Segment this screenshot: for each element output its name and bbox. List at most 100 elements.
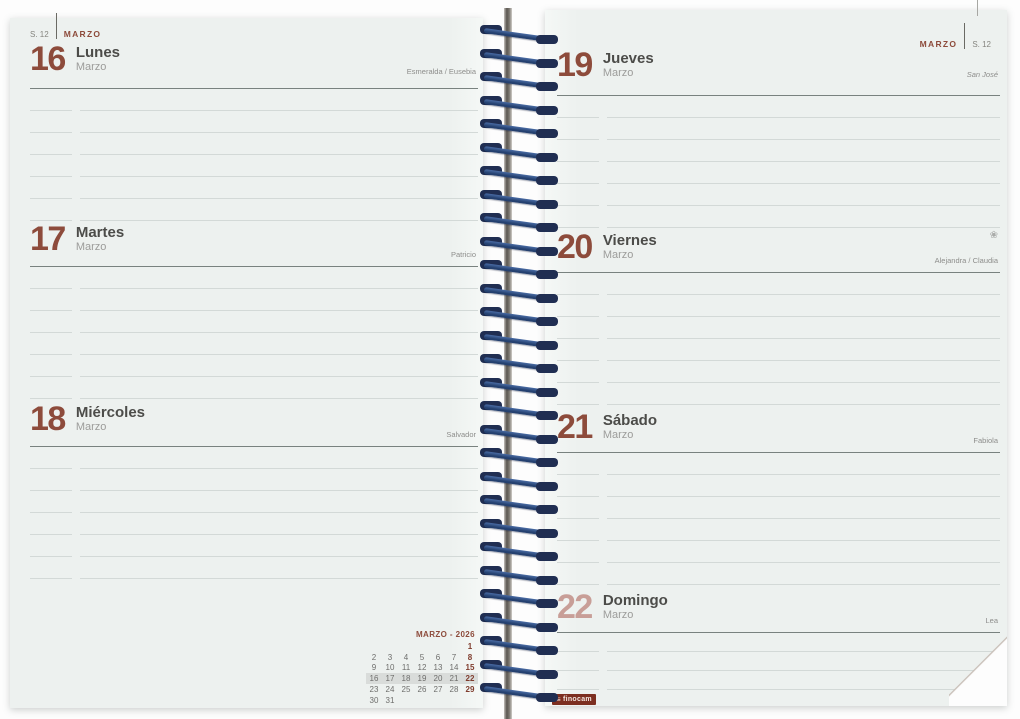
day-header: 22 Domingo Marzo Lea (557, 590, 1000, 633)
day-name: Domingo (602, 592, 668, 609)
ruled-line-main (607, 95, 1000, 118)
spiral-loop (480, 260, 558, 280)
mini-calendar-week: 16 17 18 19 20 21 22 (366, 673, 478, 685)
ruled-line (557, 453, 1000, 475)
mini-calendar-day: 4 (403, 652, 409, 662)
mini-calendar-day: 12 (417, 663, 427, 673)
spiral-loop (480, 636, 558, 656)
day-section-21: 21 Sábado Marzo Fabiola (557, 410, 1000, 585)
mini-calendar-day: 23 (369, 685, 379, 695)
ruled-line-main (607, 360, 1000, 383)
ruled-line-main (607, 338, 1000, 361)
ruled-line (30, 355, 478, 377)
ruled-line (30, 377, 478, 399)
spiral-wire-end (536, 599, 558, 608)
ruled-line-stub (30, 332, 72, 355)
ruled-line-stub (557, 338, 599, 361)
spiral-wire-end (536, 82, 558, 91)
ruled-line (557, 184, 1000, 206)
ruled-line-main (80, 490, 478, 513)
ruled-line (557, 541, 1000, 563)
ruled-line (557, 317, 1000, 339)
spiral-loop (480, 565, 558, 586)
spiral-wire-end (536, 528, 558, 538)
ruled-line (30, 557, 478, 579)
mini-calendar-day: 17 (385, 674, 395, 684)
ruled-line-main (80, 512, 478, 535)
spiral-loop (480, 330, 558, 351)
ruled-line-main (607, 117, 1000, 140)
mini-calendar-day: 1 (467, 641, 473, 651)
ruled-line-stub (557, 540, 599, 563)
ruled-line-main (607, 382, 1000, 405)
ruled-line-main (80, 354, 478, 377)
month-label: MARZO (919, 39, 958, 49)
ruled-line-stub (30, 88, 72, 111)
ruled-line (557, 140, 1000, 162)
ruled-line (557, 206, 1000, 228)
mini-calendar-week: 9 10 11 12 13 14 15 (366, 663, 478, 674)
mini-calendar-day: 15 (465, 663, 475, 673)
ruled-line-stub (557, 651, 599, 671)
spiral-loop (480, 448, 558, 468)
spiral-loop (480, 213, 558, 233)
day-section-22: 22 Domingo Marzo Lea (557, 590, 1000, 690)
saint-name: San José (966, 70, 998, 79)
spiral-loop (480, 142, 558, 163)
ruled-line-stub (557, 382, 599, 405)
day-month-label: Marzo (75, 421, 107, 433)
mini-month-calendar: MARZO - 2026 1 2 3 4 5 6 7 8 9 10 11 12 13 14 15 16 17 18… (366, 630, 478, 706)
saint-name: Lea (985, 616, 998, 625)
ruled-line-main (80, 376, 478, 399)
ruled-line-main (607, 518, 1000, 541)
ruled-line-stub (30, 266, 72, 289)
ruled-line (30, 469, 478, 491)
ruled-line-stub (30, 132, 72, 155)
ruled-line-main (607, 540, 1000, 563)
ruled-line (30, 447, 478, 469)
ruled-line-main (80, 110, 478, 133)
ruled-line-stub (30, 288, 72, 311)
day-header: 17 Martes Marzo Patricio (30, 222, 478, 267)
ruled-line (30, 89, 478, 111)
ruled-line-main (80, 534, 478, 557)
spiral-loop (480, 95, 558, 116)
ruled-line-main (80, 310, 478, 333)
saint-name: Salvador (446, 430, 476, 439)
mini-calendar-day: 14 (449, 663, 459, 673)
mini-calendar-day: 25 (401, 685, 411, 695)
day-header: 21 Sábado Marzo Fabiola (557, 410, 1000, 453)
spiral-loop (480, 307, 558, 327)
day-header: 20 Viernes Marzo ❀ Alejandra / Claudia (557, 230, 1000, 273)
ruled-line (557, 497, 1000, 519)
spiral-wire-end (536, 223, 558, 232)
day-number: 17 (30, 220, 66, 258)
spiral-loop (480, 236, 558, 257)
ruled-line-stub (30, 468, 72, 491)
day-month-label: Marzo (75, 61, 107, 73)
ruled-line (557, 563, 1000, 585)
month-label: MARZO (63, 29, 102, 39)
ruled-line-stub (557, 452, 599, 475)
day-name: Lunes (75, 44, 121, 61)
spiral-loop (480, 542, 558, 562)
ruled-line (557, 475, 1000, 497)
spiral-wire-end (536, 646, 558, 655)
ruled-line (557, 295, 1000, 317)
ruled-line (557, 339, 1000, 361)
ruled-line-main (80, 132, 478, 155)
ruled-line (557, 361, 1000, 383)
spiral-loop (480, 166, 558, 186)
day-section-16: 16 Lunes Marzo Esmeralda / Eusebia (30, 42, 478, 221)
mini-calendar-day: 30 (369, 695, 379, 705)
mini-calendar-day: 6 (435, 652, 441, 662)
day-number: 20 (557, 228, 593, 266)
ruled-line (557, 162, 1000, 184)
spiral-wire-end (536, 364, 558, 373)
mini-calendar-day: 8 (467, 652, 473, 662)
ruled-line-stub (557, 95, 599, 118)
ruled-line-main (80, 556, 478, 579)
ruled-line-main (607, 205, 1000, 228)
ruled-line (557, 96, 1000, 118)
ruled-line-main (607, 139, 1000, 162)
